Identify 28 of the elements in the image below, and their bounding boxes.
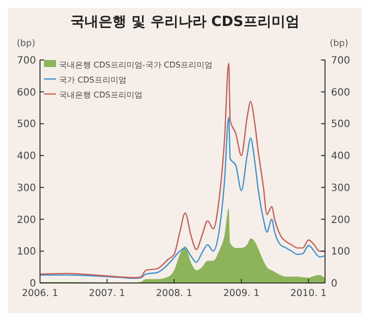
line-series: [39, 116, 326, 279]
y-tick-label: 500: [16, 119, 36, 130]
y-tick-label: 300: [16, 182, 36, 194]
y2-tick-label: 500: [331, 119, 350, 130]
x-tick-label: 2006. 1: [22, 288, 58, 299]
y2-tick-label: 700: [331, 56, 350, 66]
legend-label: 국내은행 CDS프리미엄-국가 CDS프리미엄: [59, 60, 213, 70]
x-tick-label: 2007. 1: [88, 288, 126, 299]
y2-tick-label: 600: [331, 87, 350, 98]
chart-title: 국내은행 및 우리나라 CDS프리미엄: [70, 14, 300, 30]
y-tick-label: 0: [30, 278, 36, 290]
legend-label: 국가 CDS프리미엄: [59, 76, 126, 84]
y2-tick-label: 0: [331, 278, 338, 290]
y-tick-label: 200: [16, 214, 36, 226]
y-tick-label: 600: [16, 87, 36, 98]
y2-tick-label: 300: [331, 182, 350, 194]
x-tick-label: 2008. 1: [156, 288, 192, 299]
y2-tick-label: 100: [331, 246, 350, 258]
legend-label: 국내은행 CDS프리미엄: [59, 90, 142, 100]
y-tick-label: 700: [16, 56, 36, 66]
x-tick-label: 2009. 1: [223, 288, 260, 299]
x-tick-label: 2010. 1: [290, 288, 327, 299]
y-axis-title: (bp): [16, 39, 36, 49]
y2-axis-title: (bp): [330, 39, 348, 49]
y2-tick-label: 400: [331, 151, 350, 162]
y-tick-label: 400: [16, 151, 36, 162]
y-tick-label: 100: [16, 246, 36, 258]
y2-tick-label: 200: [331, 214, 350, 226]
